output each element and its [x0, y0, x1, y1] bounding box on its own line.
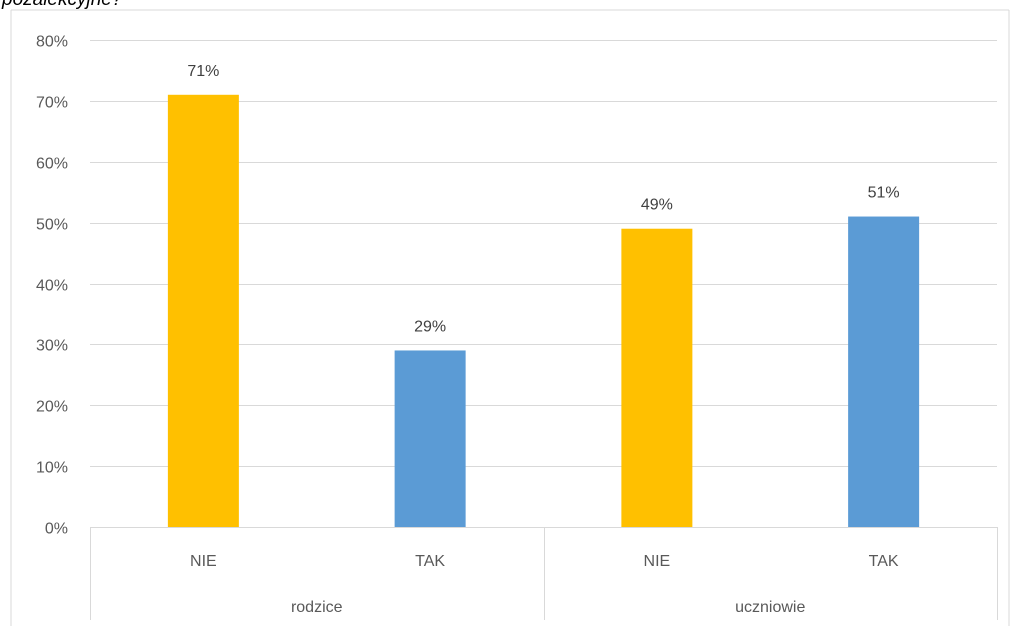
x-category-label: NIE: [190, 553, 217, 570]
bar-rodzice-tak: [394, 350, 466, 527]
y-tick-label: 30%: [36, 338, 68, 355]
y-tick-label: 50%: [36, 217, 68, 234]
page-title-fragment: pozalekcyjne?: [2, 0, 122, 11]
x-group-label: rodzice: [291, 599, 343, 616]
data-label: 51%: [868, 185, 900, 202]
y-tick-label: 60%: [36, 156, 68, 173]
bar-rodzice-nie: [167, 94, 239, 527]
y-tick-label: 0%: [45, 521, 68, 538]
y-tick-label: 10%: [36, 460, 68, 477]
data-label: 71%: [187, 63, 219, 80]
x-group-label: uczniowie: [735, 599, 805, 616]
data-label: 29%: [414, 318, 446, 335]
x-category-label: TAK: [869, 553, 899, 570]
x-category-label: NIE: [644, 553, 671, 570]
y-tick-label: 80%: [36, 34, 68, 51]
y-tick-label: 20%: [36, 399, 68, 416]
y-tick-label: 40%: [36, 278, 68, 295]
x-category-label: TAK: [415, 553, 445, 570]
bar-uczniowie-tak: [848, 216, 920, 527]
y-tick-label: 70%: [36, 95, 68, 112]
bar-uczniowie-nie: [621, 228, 693, 527]
data-label: 49%: [641, 197, 673, 214]
